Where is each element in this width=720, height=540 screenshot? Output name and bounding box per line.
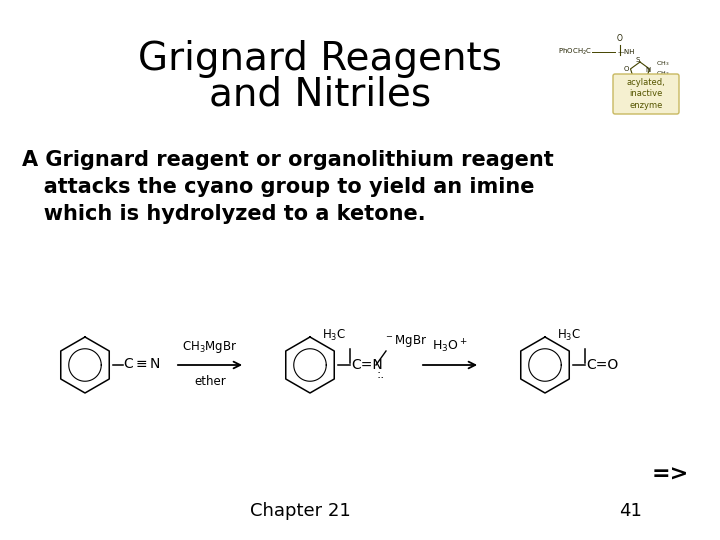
- Text: which is hydrolyzed to a ketone.: which is hydrolyzed to a ketone.: [22, 204, 426, 224]
- Text: :.: :.: [377, 368, 385, 381]
- Text: H$_3$C: H$_3$C: [322, 328, 346, 343]
- Text: C=O: C=O: [586, 358, 618, 372]
- Text: and Nitriles: and Nitriles: [209, 75, 431, 113]
- Text: =>: =>: [652, 465, 688, 485]
- Text: O: O: [624, 79, 629, 85]
- Text: C=N: C=N: [351, 358, 383, 372]
- Text: O: O: [617, 34, 623, 43]
- Text: CH$_3$: CH$_3$: [656, 59, 670, 69]
- Text: $^-$MgBr: $^-$MgBr: [384, 333, 427, 349]
- Text: N: N: [645, 67, 651, 73]
- Text: 41: 41: [618, 502, 642, 520]
- Text: H$_3$O$^+$: H$_3$O$^+$: [432, 338, 468, 355]
- Text: CH$_3$: CH$_3$: [656, 70, 670, 78]
- Text: H: H: [643, 79, 647, 84]
- Text: acylated,
inactive
enzyme: acylated, inactive enzyme: [626, 78, 665, 110]
- Text: CH$_3$MgBr: CH$_3$MgBr: [182, 339, 238, 355]
- Text: A Grignard reagent or organolithium reagent: A Grignard reagent or organolithium reag…: [22, 150, 554, 170]
- Text: S: S: [636, 57, 640, 63]
- Text: Grignard Reagents: Grignard Reagents: [138, 40, 502, 78]
- Text: —NH: —NH: [618, 49, 636, 55]
- Text: Chapter 21: Chapter 21: [250, 502, 351, 520]
- Text: COOH: COOH: [656, 84, 675, 89]
- Text: C$\equiv$N: C$\equiv$N: [123, 357, 161, 371]
- Text: attacks the cyano group to yield an imine: attacks the cyano group to yield an imin…: [22, 177, 534, 197]
- Text: PhOCH$_2$C: PhOCH$_2$C: [558, 47, 592, 57]
- FancyBboxPatch shape: [613, 74, 679, 114]
- Text: H$_3$C: H$_3$C: [557, 328, 581, 343]
- Text: O: O: [624, 66, 629, 72]
- Text: ether: ether: [194, 375, 226, 388]
